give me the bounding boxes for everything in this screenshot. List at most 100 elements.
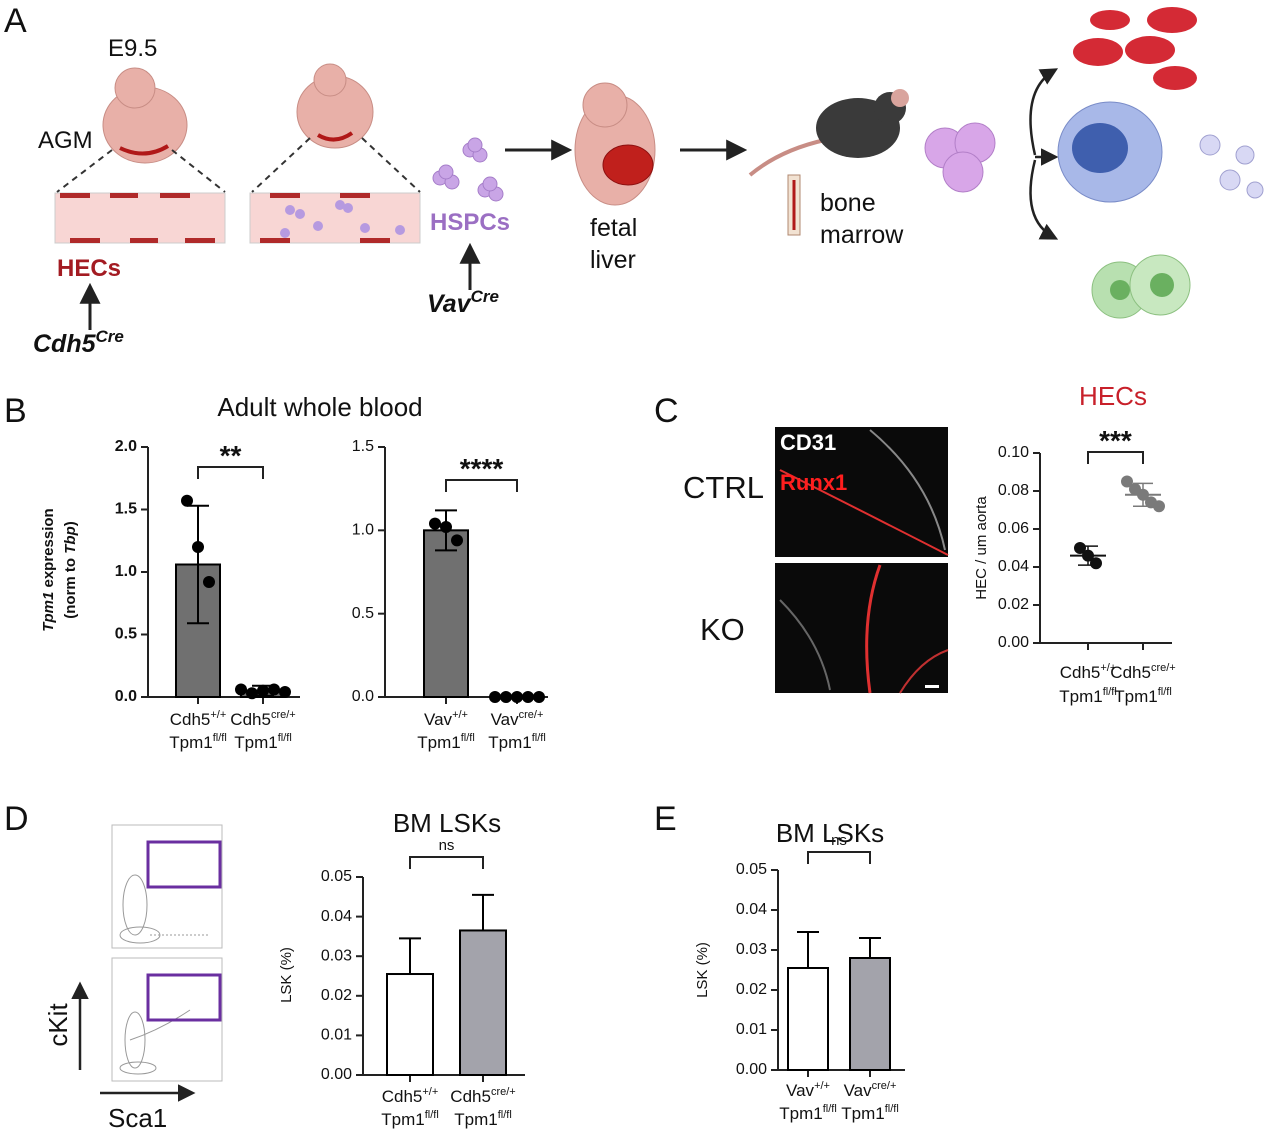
significance-bracket xyxy=(409,856,484,869)
y-tick-label: 0.01 xyxy=(736,1021,767,1038)
bar xyxy=(459,929,507,1077)
x-tick-label-sup: fl/fl xyxy=(461,732,475,744)
y-tick-label: 0.08 xyxy=(998,482,1029,499)
x-tick-label-sup: fl/fl xyxy=(885,1103,899,1115)
y-axis-label: (norm to Tbp) xyxy=(62,521,79,619)
data-point xyxy=(1121,475,1133,488)
mouse xyxy=(748,89,909,236)
x-tick-label-sup: fl/fl xyxy=(278,732,292,744)
chart-title: BM LSKs xyxy=(776,818,884,848)
y-axis-label: HEC / um aorta xyxy=(973,496,990,600)
row-label: CTRL xyxy=(683,470,764,505)
x-tick-label: Cdh5+/+ xyxy=(382,1086,439,1106)
x-tick-label: Tpm1fl/fl xyxy=(417,732,475,752)
x-tick-label: Tpm1fl/fl xyxy=(454,1109,512,1129)
y-tick-label: 0.04 xyxy=(998,558,1029,575)
data-point xyxy=(235,683,247,696)
x-tick-label: Cdh5cre/+ xyxy=(450,1086,515,1106)
x-tick-label: Tpm1fl/fl xyxy=(488,732,546,752)
significance-label: ns xyxy=(831,832,847,849)
hec-label: HECs xyxy=(57,255,121,282)
data-point xyxy=(192,541,204,553)
x-tick-label: Tpm1fl/fl xyxy=(779,1103,837,1123)
y-tick-label: 0.02 xyxy=(736,981,767,998)
data-point xyxy=(1082,549,1094,562)
data-point xyxy=(268,683,280,696)
data-point xyxy=(511,691,523,703)
panel-label: A xyxy=(4,2,27,40)
data-point xyxy=(500,691,512,703)
x-tick-label-name: Tpm1 xyxy=(779,1104,822,1123)
significance-label: **** xyxy=(460,453,504,484)
y-tick-label: 0.02 xyxy=(998,596,1029,613)
x-tick-label-name: Tpm1 xyxy=(488,733,531,752)
x-tick-label: Cdh5+/+ xyxy=(170,709,227,729)
platelets xyxy=(1199,134,1264,199)
y-tick-label: 2.0 xyxy=(115,438,137,455)
x-tick-label-name: Vav xyxy=(844,1081,873,1100)
x-tick-label-sup: fl/fl xyxy=(425,1109,439,1121)
y-axis-label-part: (norm to xyxy=(62,554,79,619)
fetal-embryo xyxy=(574,82,656,206)
y-tick-label: 1.0 xyxy=(115,563,137,580)
x-tick-label-name: Tpm1 xyxy=(841,1104,884,1123)
chart-title: BM LSKs xyxy=(393,808,501,838)
x-tick-label: Tpm1fl/fl xyxy=(841,1103,899,1123)
x-tick-label-sup: +/+ xyxy=(452,709,468,721)
y-axis-label: LSK (%) xyxy=(278,947,295,1003)
y-axis-label-part: Tbp xyxy=(62,526,79,554)
x-tick-label: Cdh5+/+ xyxy=(1060,662,1117,682)
data-point xyxy=(279,686,291,698)
y-tick-label: 0.05 xyxy=(321,868,352,885)
y-tick-label: 0.10 xyxy=(998,444,1029,461)
y-tick-label: 0.04 xyxy=(736,901,767,918)
x-tick-label-sup: fl/fl xyxy=(213,732,227,744)
flow-axis-label: cKit xyxy=(43,1003,73,1047)
data-point xyxy=(246,687,258,700)
chart: HECs HEC / um aorta 0.00 0.02 0.04 0.06 0.08 0.… xyxy=(973,381,1176,706)
y-axis-label-part: LSK (%) xyxy=(278,947,295,1003)
stain-label: Runx1 xyxy=(780,470,847,495)
flow-plots: cKit Sca1 xyxy=(43,824,223,1133)
data-point xyxy=(533,691,545,703)
panel-label: C xyxy=(654,392,679,430)
y-tick-label: 0.01 xyxy=(321,1027,352,1044)
driver-sup: Cre xyxy=(96,327,124,346)
y-tick-label: 0.0 xyxy=(352,688,374,705)
y-tick-label: 1.0 xyxy=(352,522,374,539)
x-tick-label-name: Vav xyxy=(424,710,453,729)
y-tick-label: 0.06 xyxy=(998,520,1029,537)
embryo xyxy=(296,63,374,149)
x-tick-label-name: Tpm1 xyxy=(454,1110,497,1129)
stain-label: CD31 xyxy=(780,430,836,455)
x-tick-label-name: Tpm1 xyxy=(1114,687,1157,706)
driver-label: Cdh5Cre xyxy=(33,327,124,358)
stem-cells xyxy=(924,122,996,193)
chart: BM LSKs LSK (%) 0.00 0.01 0.02 0.03 0.04 0.05 Va… xyxy=(694,818,905,1123)
x-tick-label-name: Tpm1 xyxy=(1059,687,1102,706)
driver-name: Vav xyxy=(427,290,473,318)
chart: 0.00.51.01.5Vav+/+Tpm1fl/flVavcre/+Tpm1f… xyxy=(352,438,548,752)
hspc-cluster xyxy=(432,137,504,202)
y-axis-label-part: HEC / um aorta xyxy=(973,496,990,600)
data-point xyxy=(522,691,534,703)
data-point xyxy=(203,576,215,588)
bone-marrow-label: bone xyxy=(820,189,876,217)
x-tick-label-sup: cre/+ xyxy=(1151,662,1176,674)
schematic: E9.5 AGM HECs Cdh5Cre xyxy=(33,7,1264,358)
x-tick-label-name: Tpm1 xyxy=(169,733,212,752)
hspc-label: HSPCs xyxy=(430,209,510,236)
y-tick-label: 1.5 xyxy=(115,501,137,518)
significance-label: ns xyxy=(439,837,455,854)
y-tick-label: 0.00 xyxy=(998,634,1029,651)
x-tick-label-sup: fl/fl xyxy=(1158,686,1172,698)
x-tick-label: Cdh5cre/+ xyxy=(1110,662,1175,682)
x-tick-label-name: Cdh5 xyxy=(230,710,271,729)
row-label: KO xyxy=(700,612,745,647)
x-tick-label-sup: +/+ xyxy=(814,1080,830,1092)
x-tick-label-sup: fl/fl xyxy=(532,732,546,744)
y-tick-label: 0.00 xyxy=(736,1061,767,1078)
x-tick-label: Vavcre/+ xyxy=(844,1080,897,1100)
x-tick-label-sup: fl/fl xyxy=(1103,686,1117,698)
